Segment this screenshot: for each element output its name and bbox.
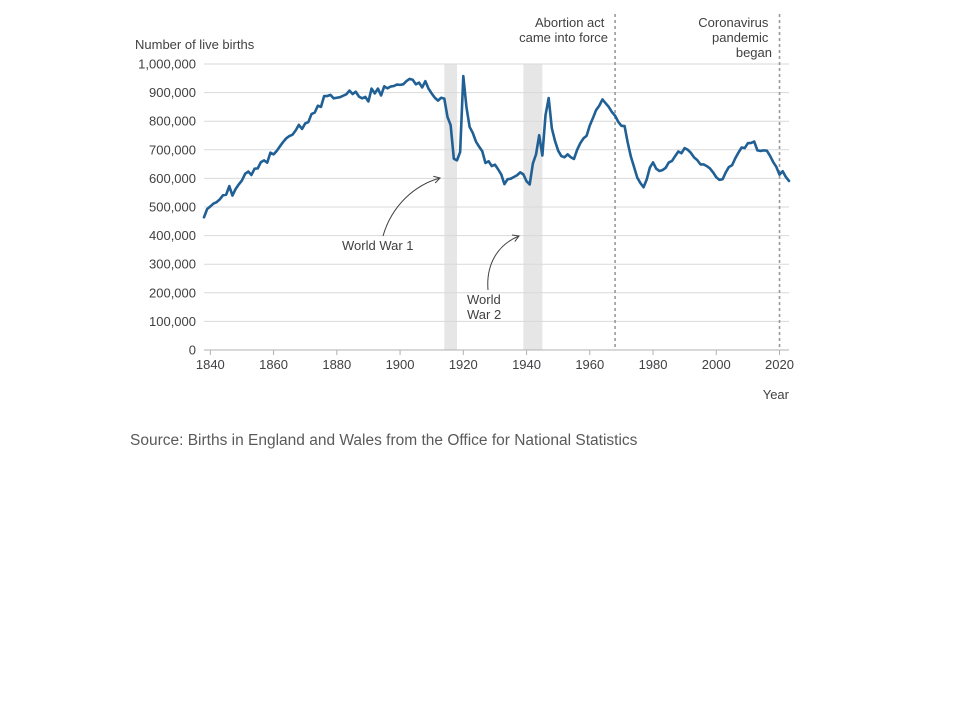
pandemic-line-3: began xyxy=(736,45,772,60)
y-tick-label: 100,000 xyxy=(149,314,196,329)
pandemic-line-1: Coronavirus xyxy=(698,15,769,30)
x-tick-label: 1880 xyxy=(322,357,351,372)
source-note: Source: Births in England and Wales from… xyxy=(130,432,638,449)
world-war-1-arrow xyxy=(382,175,441,237)
series-layer xyxy=(202,74,791,219)
y-tick-label: 900,000 xyxy=(149,85,196,100)
x-tick-label: 1860 xyxy=(259,357,288,372)
gridlines xyxy=(204,63,789,351)
world-war-2-line-1: World xyxy=(467,292,501,307)
world-war-1-label: World War 1 xyxy=(342,238,414,253)
x-tick-label: 1960 xyxy=(575,357,604,372)
x-axis: 1840 1860 1880 1900 1920 1940 1960 1980 2000 2020 xyxy=(196,350,794,372)
y-axis-title: Number of live births xyxy=(135,37,255,52)
x-tick-label: 2020 xyxy=(765,357,794,372)
y-axis: 0 100,000 200,000 300,000 400,000 500,000 600,… xyxy=(138,57,196,358)
abortion-act-line-2: came into force xyxy=(519,30,608,45)
event-lines xyxy=(614,14,781,350)
y-tick-label: 300,000 xyxy=(149,257,196,272)
y-tick-label: 1,000,000 xyxy=(138,57,196,72)
y-tick-label: 500,000 xyxy=(149,200,196,215)
y-tick-label: 600,000 xyxy=(149,171,196,186)
y-tick-label: 400,000 xyxy=(149,228,196,243)
world-war-2-arrow xyxy=(487,234,520,291)
abortion-act-line-1: Abortion act xyxy=(535,15,605,30)
y-tick-label: 800,000 xyxy=(149,114,196,129)
x-tick-label: 1900 xyxy=(386,357,415,372)
world-war-2-line-2: War 2 xyxy=(467,307,501,322)
pandemic-line-2: pandemic xyxy=(712,30,769,45)
x-tick-label: 2000 xyxy=(702,357,731,372)
y-tick-label: 700,000 xyxy=(149,142,196,157)
x-tick-label: 1920 xyxy=(449,357,478,372)
y-tick-label: 200,000 xyxy=(149,285,196,300)
abortion-act-annotation: Abortion act came into force xyxy=(519,15,608,45)
series-line-births xyxy=(202,74,791,219)
x-axis-title: Year xyxy=(763,387,790,402)
x-tick-label: 1940 xyxy=(512,357,541,372)
births-line-chart: 0 100,000 200,000 300,000 400,000 500,000 600,… xyxy=(135,14,794,402)
x-tick-label: 1980 xyxy=(639,357,668,372)
x-tick-label: 1840 xyxy=(196,357,225,372)
y-tick-label: 0 xyxy=(189,343,196,358)
pandemic-annotation: Coronavirus pandemic began xyxy=(698,15,772,60)
world-war-2-label: World War 2 xyxy=(467,292,504,322)
